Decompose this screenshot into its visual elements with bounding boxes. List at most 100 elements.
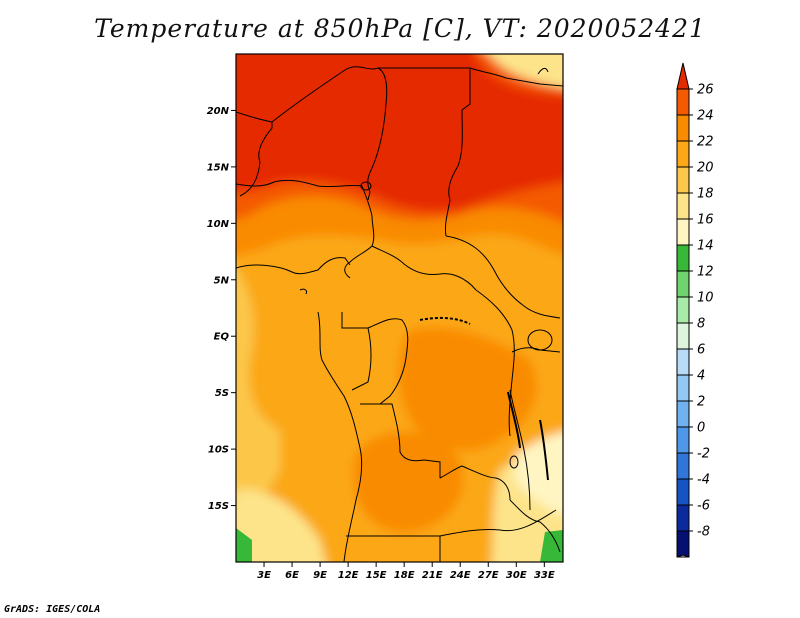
field-16-18-sw [236,489,326,562]
lakes [299,67,553,481]
colorbar-bottom-triangle [676,554,690,558]
field-12-14-se [540,530,563,562]
border-drc-angola [360,403,441,478]
field-18-20-west [236,268,280,520]
field-22-24-south [353,431,464,533]
border-namibia-zambia [439,509,557,537]
colorbar-label: 26 [697,83,714,98]
congo-river [419,316,471,325]
border-congo-drc [367,318,409,405]
colorbar-box [676,348,690,376]
colorbar-label: 0 [697,421,705,436]
lake-volta [299,288,307,295]
border-mali-niger [236,111,273,197]
lat-tick-label: 5S [215,388,229,399]
border-niger-chad [367,103,387,201]
colorbar-label: -8 [697,525,710,540]
colorbar-box [676,530,690,558]
lat-tick-label: 5N [214,275,230,286]
lat-tick-label: 10N [207,219,230,230]
colorbar-label: -2 [697,447,710,462]
colorbar-box [676,114,690,142]
lake-victoria [527,329,553,351]
lake-mweru [509,455,519,469]
border-chad-sudan [378,67,471,237]
colorbar-box [676,504,690,532]
colorbar-label: 24 [697,109,714,124]
coastline-west-africa [317,311,363,562]
colorbar-label: 4 [697,369,705,384]
lon-tick-label: 33E [534,570,555,581]
colorbar-box [676,88,690,116]
field-16-18-ne [488,54,563,88]
colorbar-label: -6 [697,499,710,514]
colorbar-box [676,374,690,402]
lon-tick-label: 30E [506,570,527,581]
border-zambia-mozambique [509,499,561,553]
lat-tick-label: 10S [208,445,229,456]
lake-tanganyika [507,391,521,449]
lon-tick-label: 21E [422,570,443,581]
border-niger-algeria [271,66,388,123]
lat-tick-label: 20N [207,106,230,117]
lake-chad [360,181,372,191]
colorbar-box [676,218,690,246]
colorbar-label: 8 [697,317,705,332]
field-12-14-sw [236,528,252,562]
colorbar-label: -4 [697,473,710,488]
lon-tick-label: 27E [478,570,499,581]
colorbar-box [676,296,690,324]
field-14-16-se [515,432,563,516]
lon-tick-label: 18E [394,570,415,581]
border-car-drc [371,245,477,291]
colorbar-box [676,478,690,506]
lon-tick-label: 24E [450,570,471,581]
colorbar-label: 12 [697,265,714,280]
border-drc-east [475,289,515,437]
lat-tick-label: 15S [208,501,229,512]
chart-title: Temperature at 850hPa [C], VT: 202005242… [94,14,706,43]
border-niger-nigeria [236,179,363,188]
field-above-26 [236,54,563,212]
border-car-sudan [445,235,561,319]
grads-credit: GrADS: IGES/COLA [4,604,101,615]
lon-tick-label: 3E [257,570,271,581]
border-sudan-egypt [469,67,563,87]
coastline-gulf-of-guinea [236,257,351,275]
lake-malawi [539,419,549,481]
lon-tick-label: 15E [366,570,387,581]
colorbar-label: 2 [697,395,705,410]
lat-tick-label: EQ [214,332,230,343]
colorbar-top-triangle [676,62,690,90]
border-drc-zambia [439,465,511,501]
colorbar-box [676,426,690,454]
colorbar-box [676,270,690,298]
colorbar-label: 10 [697,291,714,306]
map-frame [235,53,564,563]
map-axes: 20N 15N 10N 5N EQ 5S 10S 15S 3E 6E 9E 12E 15E 18E 21E 2… [207,106,555,581]
colorbar-box [676,322,690,350]
temperature-field [236,54,563,562]
lake-nasser [537,67,549,75]
colorbar-label: 14 [697,239,714,254]
colorbar-label: 22 [697,135,714,150]
colorbar-box [676,166,690,194]
colorbar-box [676,140,690,168]
lon-tick-label: 6E [285,570,299,581]
colorbar-label: 6 [697,343,705,358]
colorbar-box [676,452,690,480]
colorbar-label: 18 [697,187,714,202]
colorbar-label: 20 [697,161,714,176]
lon-tick-label: 12E [338,570,359,581]
field-22-24-central [398,327,537,451]
colorbar-box [676,192,690,220]
colorbar-box [676,400,690,428]
lon-tick-label: 9E [313,570,327,581]
colorbar-box [676,244,690,272]
country-borders [236,66,563,562]
border-tanzania [509,389,531,511]
lat-tick-label: 15N [207,162,230,173]
border-gabon-congo [341,312,372,391]
